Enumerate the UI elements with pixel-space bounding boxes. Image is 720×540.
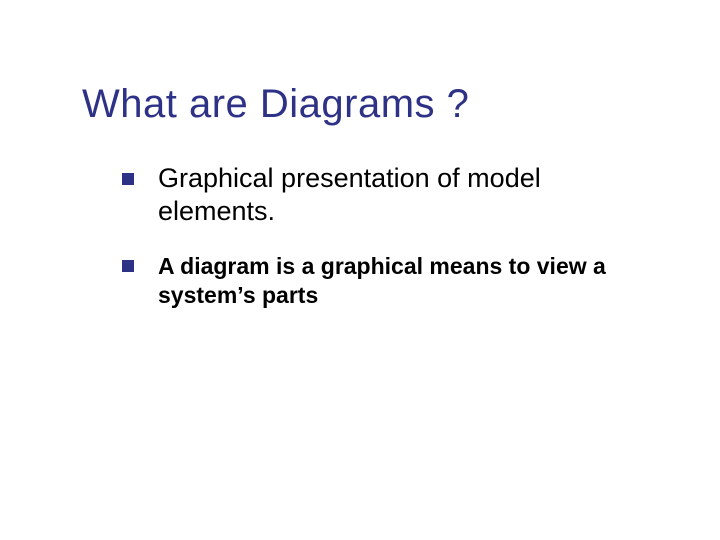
slide-title: What are Diagrams ? xyxy=(82,82,469,127)
bullet-item: Graphical presentation of model elements… xyxy=(122,162,662,228)
square-bullet-icon xyxy=(122,173,134,185)
slide-body: Graphical presentation of model elements… xyxy=(122,162,662,309)
bullet-text-bold: A diagram is a graphical means to view a… xyxy=(158,252,662,310)
square-bullet-icon xyxy=(122,260,134,272)
bullet-item: A diagram is a graphical means to view a… xyxy=(122,252,662,310)
bullet-text: Graphical presentation of model elements… xyxy=(158,162,662,228)
slide: What are Diagrams ? Graphical presentati… xyxy=(0,0,720,540)
